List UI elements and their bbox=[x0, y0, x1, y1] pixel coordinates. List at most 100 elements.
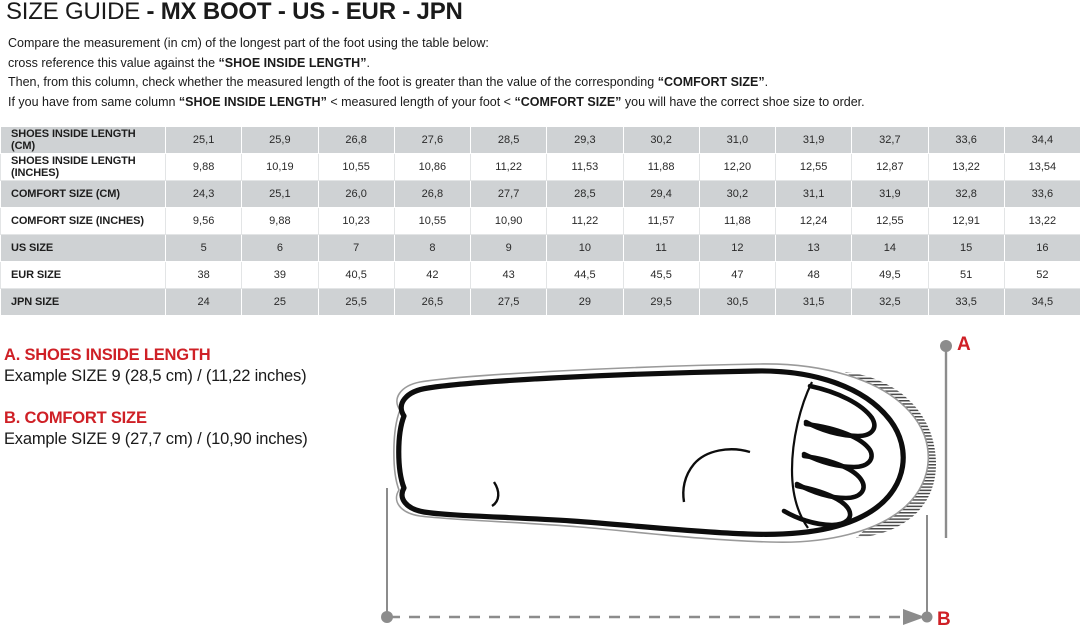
table-row: SHOES INSIDE LENGTH (CM) 25,1 25,9 26,8 27,6… bbox=[0, 126, 1080, 154]
table-cell: 9,88 bbox=[164, 153, 243, 181]
table-cell: 25,5 bbox=[317, 288, 395, 316]
row-label: JPN SIZE bbox=[0, 288, 166, 316]
table-cell: 5 bbox=[164, 234, 243, 262]
table-cell: 12 bbox=[698, 234, 777, 262]
table-cell: 10,19 bbox=[241, 153, 319, 181]
table-cell: 30,5 bbox=[698, 288, 777, 316]
foot-measurement-diagram bbox=[0, 320, 1080, 639]
table-cell: 29,4 bbox=[622, 180, 700, 208]
table-cell: 12,55 bbox=[774, 153, 853, 181]
table-cell: 13 bbox=[774, 234, 853, 262]
table-row: COMFORT SIZE (CM) 24,3 25,1 26,0 26,8 27,7 28,… bbox=[0, 180, 1080, 208]
table-cell: 12,20 bbox=[698, 153, 777, 181]
table-cell: 48 bbox=[774, 261, 853, 289]
table-cell: 11,57 bbox=[622, 207, 700, 235]
table-cell: 32,5 bbox=[851, 288, 929, 316]
table-cell: 8 bbox=[393, 234, 472, 262]
table-cell: 34,5 bbox=[1003, 288, 1080, 316]
table-cell: 10,90 bbox=[469, 207, 548, 235]
table-cell: 39 bbox=[241, 261, 319, 289]
table-cell: 15 bbox=[927, 234, 1005, 262]
table-cell: 10,23 bbox=[317, 207, 395, 235]
table-cell: 25,1 bbox=[241, 180, 319, 208]
marker-label-a: A bbox=[957, 334, 971, 355]
legend-b-heading: B. COMFORT SIZE bbox=[4, 409, 147, 427]
page-title-bold: - MX BOOT - US - EUR - JPN bbox=[140, 0, 463, 25]
table-cell: 40,5 bbox=[317, 261, 395, 289]
table-cell: 24 bbox=[164, 288, 243, 316]
table-cell: 11,53 bbox=[546, 153, 624, 181]
legend-b: B. COMFORT SIZE Example SIZE 9 (27,7 cm)… bbox=[4, 408, 308, 450]
intro-line-3: Then, from this column, check whether th… bbox=[8, 75, 769, 89]
table-cell: 32,7 bbox=[851, 126, 929, 154]
table-cell: 25,9 bbox=[241, 126, 319, 154]
table-cell: 10,86 bbox=[393, 153, 472, 181]
marker-label-b: B bbox=[937, 609, 951, 630]
table-cell: 52 bbox=[1003, 261, 1080, 289]
table-cell: 9,88 bbox=[241, 207, 319, 235]
table-cell: 16 bbox=[1003, 234, 1080, 262]
intro-line-1: Compare the measurement (in cm) of the l… bbox=[8, 36, 489, 50]
table-cell: 45,5 bbox=[622, 261, 700, 289]
legend-a-heading: A. SHOES INSIDE LENGTH bbox=[4, 346, 211, 364]
guide-dot-a bbox=[940, 340, 952, 352]
intro-line-4: If you have from same column “SHOE INSID… bbox=[8, 94, 865, 109]
table-row: JPN SIZE 24 25 25,5 26,5 27,5 29 29,5 30,5 31,5 32… bbox=[0, 288, 1080, 316]
table-row: EUR SIZE 38 39 40,5 42 43 44,5 45,5 47 48 49,5 51 52 bbox=[0, 261, 1080, 289]
table-cell: 13,54 bbox=[1003, 153, 1080, 181]
big-toe-line bbox=[790, 381, 813, 529]
table-cell: 26,0 bbox=[317, 180, 395, 208]
row-label: COMFORT SIZE (INCHES) bbox=[0, 207, 166, 235]
table-cell: 30,2 bbox=[698, 180, 777, 208]
table-cell: 10 bbox=[546, 234, 624, 262]
legend-a: A. SHOES INSIDE LENGTH Example SIZE 9 (2… bbox=[4, 345, 307, 387]
table-cell: 26,8 bbox=[317, 126, 395, 154]
table-cell: 9,56 bbox=[164, 207, 243, 235]
row-label: SHOES INSIDE LENGTH (CM) bbox=[0, 126, 166, 154]
table-cell: 28,5 bbox=[546, 180, 624, 208]
legend-a-example: Example SIZE 9 (28,5 cm) / (11,22 inches… bbox=[4, 367, 307, 385]
table-row: COMFORT SIZE (INCHES) 9,56 9,88 10,23 10,55 1… bbox=[0, 207, 1080, 235]
table-cell: 27,7 bbox=[469, 180, 548, 208]
table-cell: 31,9 bbox=[774, 126, 853, 154]
table-cell: 27,6 bbox=[393, 126, 472, 154]
table-row: US SIZE 5 6 7 8 9 10 11 12 13 14 15 16 bbox=[0, 234, 1080, 262]
table-cell: 11,22 bbox=[469, 153, 548, 181]
table-cell: 10,55 bbox=[393, 207, 472, 235]
table-cell: 29 bbox=[546, 288, 624, 316]
table-cell: 7 bbox=[317, 234, 395, 262]
arch-line bbox=[491, 481, 500, 508]
intro-paragraph: Compare the measurement (in cm) of the l… bbox=[8, 34, 1008, 112]
table-cell: 33,6 bbox=[1003, 180, 1080, 208]
table-cell: 43 bbox=[469, 261, 548, 289]
table-cell: 11,22 bbox=[546, 207, 624, 235]
table-cell: 33,5 bbox=[927, 288, 1005, 316]
table-cell: 13,22 bbox=[1003, 207, 1080, 235]
table-cell: 9 bbox=[469, 234, 548, 262]
row-label: SHOES INSIDE LENGTH (INCHES) bbox=[0, 153, 166, 181]
page-title-light: SIZE GUIDE bbox=[6, 0, 141, 25]
table-cell: 14 bbox=[851, 234, 929, 262]
size-chart-table: SHOES INSIDE LENGTH (CM) 25,1 25,9 26,8 27,6… bbox=[0, 126, 1080, 316]
table-cell: 28,5 bbox=[469, 126, 548, 154]
table-cell: 31,0 bbox=[698, 126, 777, 154]
table-cell: 10,55 bbox=[317, 153, 395, 181]
guide-dot-b-right bbox=[921, 611, 933, 623]
table-cell: 49,5 bbox=[851, 261, 929, 289]
table-cell: 25 bbox=[241, 288, 319, 316]
intro-line-2: cross reference this value against the “… bbox=[8, 55, 370, 70]
page-title: SIZE GUIDE - MX BOOT - US - EUR - JPN bbox=[6, 0, 463, 26]
table-cell: 26,5 bbox=[393, 288, 472, 316]
table-cell: 44,5 bbox=[546, 261, 624, 289]
row-label: EUR SIZE bbox=[0, 261, 166, 289]
table-cell: 6 bbox=[241, 234, 319, 262]
row-label: US SIZE bbox=[0, 234, 166, 262]
table-cell: 31,9 bbox=[851, 180, 929, 208]
table-cell: 31,1 bbox=[774, 180, 853, 208]
table-cell: 42 bbox=[393, 261, 472, 289]
guide-arrow-b bbox=[903, 609, 925, 625]
foot-outline bbox=[396, 368, 906, 537]
table-cell: 31,5 bbox=[774, 288, 853, 316]
table-cell: 29,3 bbox=[546, 126, 624, 154]
table-cell: 34,4 bbox=[1003, 126, 1080, 154]
